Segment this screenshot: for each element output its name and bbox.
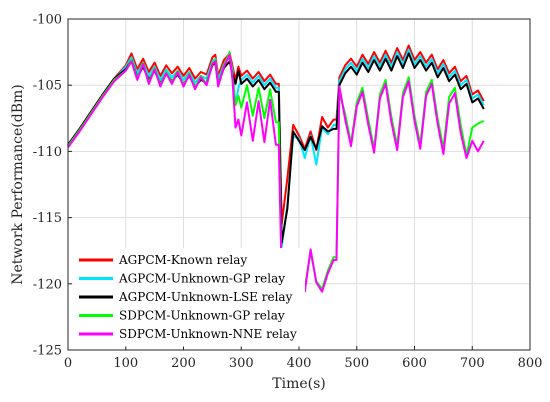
y-tick-label: -110 [33, 145, 62, 160]
legend-label-agpcm-unknown-gp-relay: AGPCM-Unknown-GP relay [118, 272, 285, 286]
y-tick-label: -105 [33, 79, 62, 94]
x-tick-label: 400 [287, 356, 312, 371]
legend-label-sdpcm-unknown-gp-relay: SDPCM-Unknown-GP relay [119, 309, 285, 323]
x-tick-label: 800 [518, 356, 543, 371]
legend-label-agpcm-unknown-lse-relay: AGPCM-Unknown-LSE relay [118, 290, 293, 304]
y-tick-label: -115 [33, 211, 62, 226]
x-tick-label: 100 [113, 356, 138, 371]
y-axis-label: Network Performance(dBm) [10, 84, 26, 284]
legend-label-sdpcm-unknown-nne-relay: SDPCM-Unknown-NNE relay [119, 327, 297, 341]
y-axis-ticks: -100 -105 -110 -115 -120 -125 [33, 13, 72, 359]
y-tick-label: -100 [33, 13, 62, 28]
x-tick-label: 600 [402, 356, 427, 371]
y-tick-label: -125 [33, 344, 62, 359]
legend-label-agpcm-known-relay: AGPCM-Known relay [118, 253, 247, 267]
y-tick-label: -120 [33, 277, 62, 292]
x-axis-ticks: 0 100 200 300 400 500 600 700 800 [64, 346, 543, 371]
x-tick-label: 0 [64, 356, 72, 371]
x-tick-label: 700 [460, 356, 485, 371]
x-tick-label: 500 [344, 356, 369, 371]
legend: AGPCM-Known relay AGPCM-Unknown-GP relay A… [73, 248, 305, 347]
x-axis-label: Time(s) [272, 376, 325, 392]
x-tick-label: 300 [229, 356, 254, 371]
x-tick-label: 200 [171, 356, 196, 371]
